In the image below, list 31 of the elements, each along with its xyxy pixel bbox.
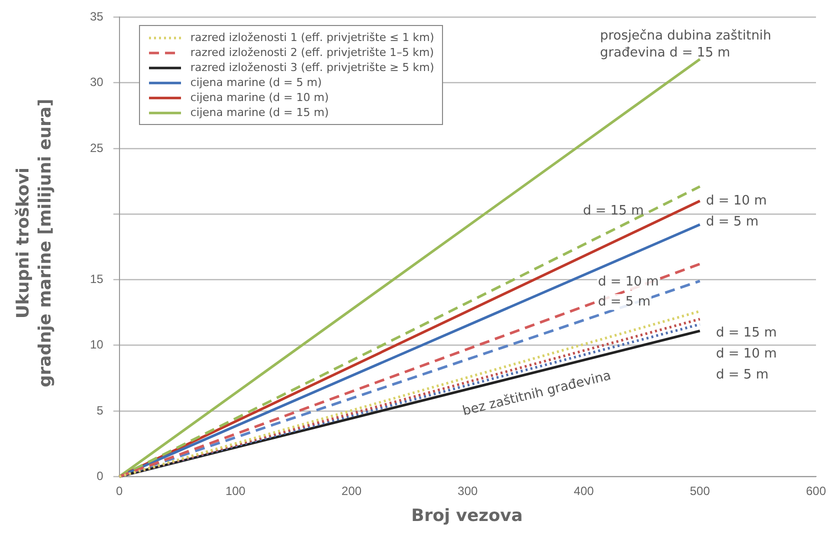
legend-label: razred izloženosti 2 (eff. privjetrište 1–5 km) [190,45,434,60]
x-tick-label: 400 [574,484,594,498]
legend-label: cijena marine (d = 10 m) [190,90,329,106]
annotation: prosječna dubina zaštitnih građevina d = 15 m [600,28,772,60]
annotation: d = 15 m [583,203,644,218]
legend-label: razred izloženosti 1 (eff. privjetrište ≤ 1 km) [190,30,434,46]
annotation: d = 5 m [598,294,650,310]
legend-label: razred izloženosti 3 (eff. privjetrište ≥ 5 km) [190,60,434,76]
y-tick-label: 15 [90,272,104,286]
y-tick-label: 25 [90,140,104,155]
x-tick-label: 100 [225,484,246,498]
y-tick-label: 35 [90,10,104,24]
annotation: d = 10 m [598,274,659,290]
y-tick-label: 0 [96,468,104,483]
legend-label: cijena marine (d = 5 m) [190,75,322,90]
x-tick-label: 300 [458,484,478,498]
x-axis-title: Broj vezova [410,506,524,526]
x-tick-label: 0 [116,484,124,498]
legend-label: cijena marine (d = 15 m) [190,105,329,120]
y-tick-label: 5 [96,403,104,418]
y-tick-label: 30 [90,75,104,90]
x-tick-label: 500 [690,484,710,498]
annotation: d = 5 m [716,367,768,382]
annotation: d = 5 m [706,214,758,230]
y-axis-title: Ukupni troškovi gradnje marine [milijuni eura] [12,98,56,388]
annotation: d = 15 m [716,325,777,340]
annotation: d = 10 m [706,193,767,208]
x-tick-label: 600 [806,484,826,498]
y-tick-label: 10 [90,338,104,352]
annotation: d = 10 m [716,346,777,362]
x-tick-label: 200 [342,484,362,498]
